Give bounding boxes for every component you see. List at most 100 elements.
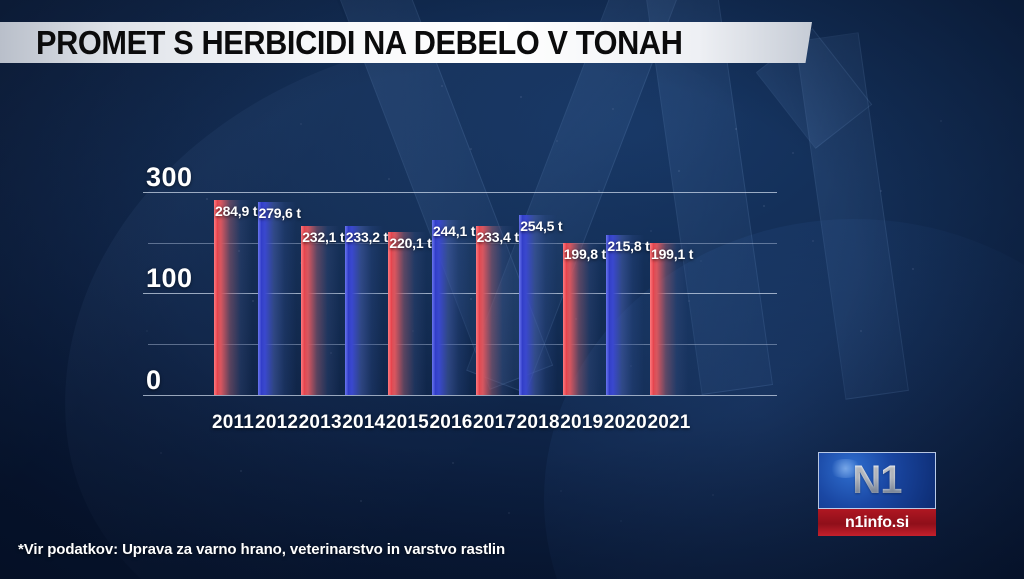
bar-edge-highlight	[301, 226, 306, 395]
background-speck	[880, 190, 882, 192]
bar-2015	[388, 232, 427, 395]
bar-value-label-2017: 233,4 t	[476, 228, 519, 245]
bar-edge-highlight	[214, 199, 218, 395]
y-axis-tick-300: 300	[146, 162, 193, 192]
background-speck	[360, 500, 362, 502]
bar-value-label-2021: 199,1 t	[651, 245, 694, 262]
background-speck	[650, 230, 652, 232]
background-speck	[940, 120, 942, 122]
bar-edge-highlight	[388, 232, 393, 395]
background-speck	[160, 452, 162, 454]
background-speck	[812, 240, 814, 242]
x-axis-tick-2020: 2020	[603, 412, 647, 433]
x-axis-tick-2016: 2016	[429, 412, 473, 433]
bar-fill	[650, 242, 688, 395]
bar-value-label-2018: 254,5 t	[520, 217, 563, 234]
bar-fill	[301, 226, 340, 395]
n1-logo: N1 n1info.si	[818, 452, 936, 536]
background-speck	[700, 260, 702, 262]
bar-value-label-2015: 220,1 t	[389, 235, 432, 252]
bar-value-label-2011: 284,9 t	[215, 202, 258, 219]
background-speck	[520, 96, 522, 98]
bar-fill	[606, 234, 645, 395]
y-axis-tick-0: 0	[146, 365, 162, 395]
bar-2020	[606, 234, 645, 395]
page-title: PROMET S HERBICIDI NA DEBELO V TONAH	[36, 24, 683, 61]
x-axis-tick-2021: 2021	[647, 412, 691, 433]
bar-edge-highlight	[344, 225, 349, 395]
x-axis-tick-2015: 2015	[385, 412, 429, 433]
bar-value-label-2020: 215,8 t	[607, 237, 650, 254]
background-speck	[678, 170, 680, 172]
x-axis-tick-2019: 2019	[560, 412, 604, 433]
bar-2017	[475, 225, 514, 395]
logo-badge: N1	[818, 452, 936, 509]
bar-2018	[519, 214, 558, 395]
background-speck	[300, 262, 302, 264]
x-axis-tick-2011: 2011	[211, 412, 255, 433]
x-axis-tick-2013: 2013	[298, 412, 342, 433]
x-axis-tick-2012: 2012	[255, 412, 299, 433]
gridline	[143, 395, 777, 396]
background-speck	[206, 198, 208, 200]
background-speck	[470, 298, 472, 300]
background-speck	[252, 300, 254, 302]
bar-edge-highlight	[650, 242, 654, 395]
bar-value-label-2014: 233,2 t	[345, 228, 388, 245]
background-speck	[763, 205, 765, 207]
x-axis-tick-2018: 2018	[516, 412, 560, 433]
bar-fill	[257, 202, 296, 395]
bar-value-label-2012: 279,6 t	[258, 205, 301, 222]
logo-mark-text: N1	[819, 453, 935, 508]
bar-2013	[301, 226, 340, 395]
background-speck	[388, 178, 390, 180]
background-speck	[166, 276, 168, 278]
background-speck	[470, 148, 472, 150]
bar-value-label-2016: 244,1 t	[433, 223, 476, 240]
background-speck	[598, 190, 600, 192]
bar-fill	[432, 220, 470, 395]
background-speck	[612, 108, 614, 110]
bar-2016	[432, 220, 470, 395]
background-speck	[556, 140, 558, 142]
y-axis-tick-100: 100	[146, 263, 193, 293]
logo-url-band: n1info.si	[818, 509, 936, 536]
background-speck	[441, 85, 443, 87]
source-footnote: *Vir podatkov: Uprava za varno hrano, ve…	[18, 541, 506, 558]
bar-fill	[519, 214, 558, 395]
background-speck	[712, 494, 714, 496]
background-speck	[560, 490, 562, 492]
bar-value-label-2019: 199,8 t	[563, 245, 606, 262]
bar-edge-highlight	[475, 225, 480, 395]
bar-2021	[650, 242, 688, 395]
x-axis-tick-2014: 2014	[342, 412, 386, 433]
bar-fill	[344, 225, 383, 395]
bar-edge-highlight	[432, 220, 436, 395]
bar-edge-highlight	[606, 234, 611, 395]
background-speck	[508, 512, 510, 514]
bar-2011	[214, 199, 252, 395]
background-speck	[792, 152, 794, 154]
bar-edge-highlight	[519, 214, 524, 395]
background-speck	[240, 470, 242, 472]
bar-fill	[562, 242, 601, 395]
bar-fill	[214, 199, 252, 395]
background-speck	[860, 330, 862, 332]
bar-fill	[388, 232, 427, 395]
bar-value-label-2013: 232,1 t	[302, 229, 345, 246]
background-speck	[300, 123, 302, 125]
bar-edge-highlight	[562, 242, 567, 395]
background-speck	[452, 462, 454, 464]
background-speck	[735, 128, 737, 130]
background-speck	[146, 330, 148, 332]
gridline	[143, 192, 777, 193]
bar-2014	[344, 225, 383, 395]
x-axis-tick-2017: 2017	[473, 412, 517, 433]
background-speck	[688, 300, 690, 302]
bar-edge-highlight	[257, 202, 262, 395]
title-banner	[0, 22, 812, 63]
logo-url-text: n1info.si	[845, 514, 909, 531]
background-speck	[620, 520, 622, 522]
